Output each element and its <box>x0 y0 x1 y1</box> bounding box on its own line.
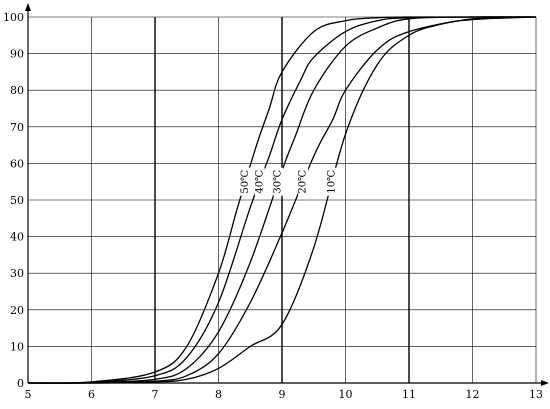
x-tick-label: 6 <box>88 388 95 401</box>
y-tick-label: 0 <box>17 377 24 390</box>
y-tick-label: 30 <box>10 267 24 280</box>
curve-label: 50℃ <box>240 170 251 194</box>
x-axis-arrow <box>541 380 549 386</box>
x-tick-label: 12 <box>466 388 480 401</box>
curve-label: 20℃ <box>298 170 309 194</box>
curve-label-bg <box>240 167 251 196</box>
y-tick-label: 80 <box>10 84 24 97</box>
axes <box>25 3 549 386</box>
y-tick-label: 40 <box>10 231 24 244</box>
y-tick-label: 100 <box>3 11 24 24</box>
x-tick-label: 10 <box>339 388 353 401</box>
y-tick-label: 70 <box>10 121 24 134</box>
x-tick-label: 11 <box>402 388 416 401</box>
y-tick-label: 20 <box>10 304 24 317</box>
y-tick-label: 50 <box>10 194 24 207</box>
curve-line <box>27 16 537 384</box>
curve-label-bg <box>298 167 309 196</box>
curves <box>27 16 537 384</box>
y-tick-label: 90 <box>10 48 24 61</box>
curve-label: 30℃ <box>273 170 284 194</box>
curve-label: 40℃ <box>254 170 265 194</box>
x-tick-label: 7 <box>152 388 159 401</box>
curve-line <box>27 16 536 384</box>
curve-line <box>27 16 537 384</box>
curve-line <box>27 16 537 384</box>
curve-label-bg <box>327 167 338 196</box>
x-tick-label: 13 <box>529 388 543 401</box>
curve-label: 10℃ <box>327 170 338 194</box>
curve-labels: 50℃ 40℃ 30℃ 20℃ 10℃ <box>240 167 338 196</box>
curve-label-bg <box>273 167 284 196</box>
grid <box>28 16 537 383</box>
x-tick-label: 5 <box>25 388 32 401</box>
y-tick-label: 60 <box>10 157 24 170</box>
x-tick-label: 9 <box>279 388 286 401</box>
curve-label-bg <box>254 167 265 196</box>
ticks: 0 10 20 30 40 50 60 70 80 90 100 5 6 7 8 9 10 11 12 13 <box>3 11 543 401</box>
x-tick-label: 8 <box>215 388 222 401</box>
y-axis-arrow <box>25 3 31 11</box>
y-tick-label: 10 <box>10 340 24 353</box>
